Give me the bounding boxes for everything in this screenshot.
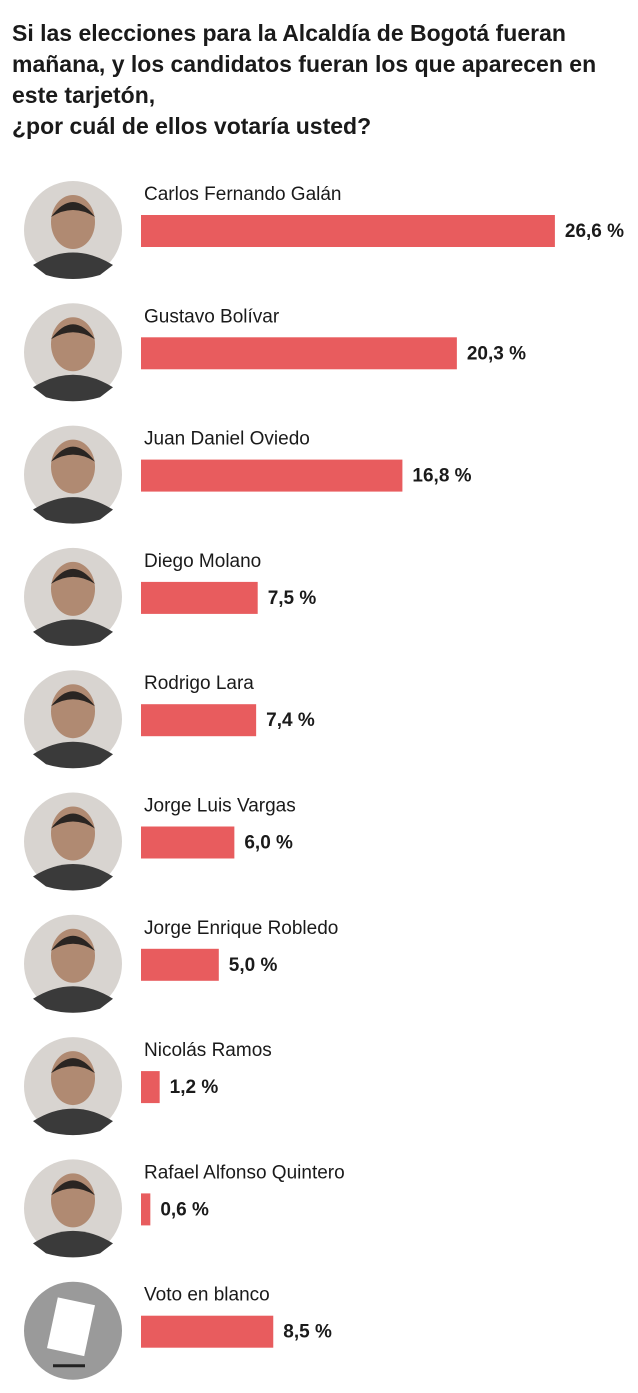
hair: [51, 202, 95, 217]
candidate-name: Diego Molano: [144, 551, 261, 572]
value-label: 7,4 %: [266, 710, 315, 731]
avatar: [24, 303, 122, 402]
value-label: 7,5 %: [268, 588, 317, 609]
candidate-name: Jorge Luis Vargas: [144, 796, 296, 817]
bar: [141, 1315, 274, 1348]
avatar: [24, 547, 122, 646]
shoulders: [33, 741, 113, 769]
value-label: 5,0 %: [229, 955, 278, 976]
hair: [51, 1180, 95, 1196]
shoulders: [33, 374, 113, 402]
avatar: [24, 792, 122, 891]
value-label: 16,8 %: [412, 466, 471, 487]
hair: [51, 568, 95, 584]
candidate-name: Rafael Alfonso Quintero: [144, 1162, 345, 1183]
candidate-name: Gustavo Bolívar: [144, 306, 280, 327]
bar: [141, 459, 403, 492]
avatar: [24, 1159, 122, 1258]
bar: [141, 215, 555, 247]
hair: [51, 1058, 95, 1074]
hair: [51, 813, 95, 829]
bar: [141, 1193, 151, 1226]
bar: [141, 581, 258, 614]
bar: [141, 1071, 160, 1104]
hair: [51, 691, 95, 707]
candidate-name: Carlos Fernando Galán: [144, 184, 342, 205]
avatar: [24, 1281, 122, 1380]
value-label: 20,3 %: [467, 343, 526, 364]
shoulders: [33, 1230, 113, 1258]
shoulders: [33, 986, 113, 1013]
avatar: [24, 670, 122, 769]
hair: [51, 324, 95, 340]
value-label: 0,6 %: [160, 1199, 209, 1220]
ballot-icon: [47, 1297, 95, 1357]
bar: [141, 704, 257, 737]
candidate-name: Juan Daniel Oviedo: [144, 429, 310, 450]
hair: [51, 446, 95, 462]
hair: [51, 935, 95, 951]
avatar: [24, 914, 122, 1013]
bar: [141, 826, 235, 859]
value-label: 26,6 %: [565, 221, 624, 242]
candidate-name: Jorge Enrique Robledo: [144, 918, 338, 939]
avatar: [24, 1037, 122, 1136]
candidate-name: Nicolás Ramos: [144, 1040, 272, 1061]
shoulders: [33, 252, 113, 279]
shoulders: [33, 619, 113, 646]
candidate-name: Voto en blanco: [144, 1285, 270, 1306]
avatar: [24, 425, 122, 524]
value-label: 8,5 %: [283, 1322, 332, 1343]
shoulders: [33, 1108, 113, 1136]
chart-title: Si las elecciones para la Alcaldía de Bo…: [12, 20, 597, 139]
value-label: 1,2 %: [170, 1077, 219, 1098]
bar: [141, 948, 219, 981]
value-label: 6,0 %: [244, 833, 293, 854]
shoulders: [33, 497, 113, 524]
avatar: [24, 181, 122, 279]
bar: [141, 337, 457, 370]
candidate-name: Rodrigo Lara: [144, 673, 254, 694]
shoulders: [33, 864, 113, 891]
